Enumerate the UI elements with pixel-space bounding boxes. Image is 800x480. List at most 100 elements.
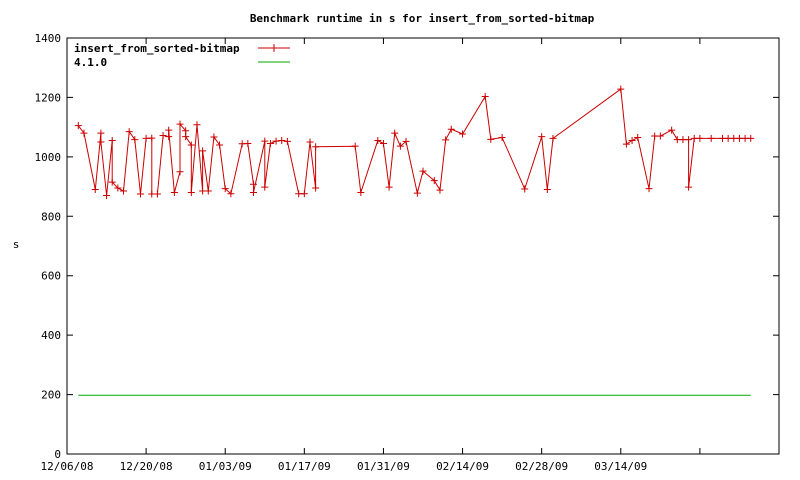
data-point: [685, 136, 693, 144]
data-point: [707, 134, 715, 142]
data-point: [430, 177, 438, 185]
data-point: [108, 137, 116, 145]
data-point: [351, 142, 359, 150]
y-axis: 0 200 400 600 800 1000 1200 1400: [35, 32, 779, 461]
data-point: [385, 183, 393, 191]
data-point: [148, 134, 156, 142]
data-point: [521, 185, 529, 193]
series-layer: [74, 85, 755, 396]
y-tick-label: 1200: [35, 91, 62, 104]
data-point: [249, 189, 257, 197]
data-point: [80, 129, 88, 137]
data-point: [374, 137, 382, 145]
data-point: [227, 190, 235, 198]
data-point: [170, 189, 178, 197]
y-tick-label: 1400: [35, 32, 62, 45]
data-point: [204, 187, 212, 195]
y-tick-label: 0: [54, 448, 61, 461]
data-point: [617, 85, 625, 93]
data-point: [442, 136, 450, 144]
series-line-1: [77, 88, 751, 196]
data-point: [668, 126, 676, 134]
data-point: [74, 122, 82, 130]
data-point: [419, 167, 427, 175]
x-tick-label: 03/14/09: [594, 460, 647, 473]
data-point: [187, 189, 195, 197]
x-tick-label: 01/03/09: [199, 460, 252, 473]
data-point: [628, 137, 636, 145]
data-point: [645, 185, 653, 193]
data-point: [498, 134, 506, 142]
data-point: [312, 184, 320, 192]
legend: insert_from_sorted-bitmap 4.1.0: [74, 42, 290, 69]
data-point: [306, 138, 314, 146]
data-point: [357, 189, 365, 197]
data-point: [125, 128, 133, 136]
data-point: [165, 133, 173, 141]
data-point: [447, 125, 455, 133]
data-point: [182, 127, 190, 135]
data-point: [283, 137, 291, 145]
data-point: [396, 142, 404, 150]
y-tick-label: 600: [41, 270, 61, 283]
legend-marker-series-1: [270, 44, 278, 52]
data-point: [261, 137, 269, 145]
data-point: [278, 137, 286, 145]
data-point: [249, 180, 257, 188]
data-point: [549, 134, 557, 142]
data-point: [165, 126, 173, 134]
data-point: [153, 190, 161, 198]
data-point: [97, 129, 105, 137]
data-point: [391, 129, 399, 137]
data-point: [216, 141, 224, 149]
data-point: [696, 134, 704, 142]
data-point: [487, 135, 495, 143]
data-point: [272, 137, 280, 145]
data-point: [103, 191, 111, 199]
data-point: [300, 190, 308, 198]
legend-label-series-2: 4.1.0: [74, 56, 107, 69]
y-axis-label: s: [13, 238, 20, 251]
data-point: [685, 183, 693, 191]
data-point: [402, 137, 410, 145]
data-point: [193, 121, 201, 129]
data-point: [120, 187, 128, 195]
data-point: [187, 141, 195, 149]
data-point: [244, 139, 252, 147]
x-tick-label: 01/31/09: [357, 460, 410, 473]
x-axis: 12/06/08 12/20/08 01/03/09 01/17/09 01/31/09…: [41, 38, 701, 473]
data-point: [459, 130, 467, 138]
data-point: [656, 132, 664, 140]
data-point: [176, 120, 184, 128]
legend-label-series-1: insert_from_sorted-bitmap: [74, 42, 240, 55]
data-point: [543, 186, 551, 194]
x-tick-label: 01/17/09: [278, 460, 331, 473]
data-point: [176, 168, 184, 176]
data-point: [379, 139, 387, 147]
y-tick-label: 200: [41, 389, 61, 402]
data-point: [538, 133, 546, 141]
data-point: [182, 133, 190, 141]
data-point: [634, 134, 642, 142]
x-tick-label: 02/14/09: [436, 460, 489, 473]
data-point: [114, 184, 122, 192]
data-point: [136, 190, 144, 198]
data-point: [436, 186, 444, 194]
data-point: [108, 178, 116, 186]
data-point: [97, 138, 105, 146]
x-tick-label: 12/06/08: [41, 460, 94, 473]
plot-frame: [66, 37, 780, 455]
data-point: [413, 189, 421, 197]
data-point: [131, 136, 139, 144]
data-point: [266, 139, 274, 147]
x-tick-label: 12/20/08: [120, 460, 173, 473]
y-tick-label: 1000: [35, 151, 62, 164]
data-point: [312, 143, 320, 151]
data-point: [261, 183, 269, 191]
data-point: [210, 133, 218, 141]
data-point: [481, 93, 489, 101]
data-point: [159, 131, 167, 139]
data-point: [622, 140, 630, 148]
x-tick-label: 02/28/09: [515, 460, 568, 473]
